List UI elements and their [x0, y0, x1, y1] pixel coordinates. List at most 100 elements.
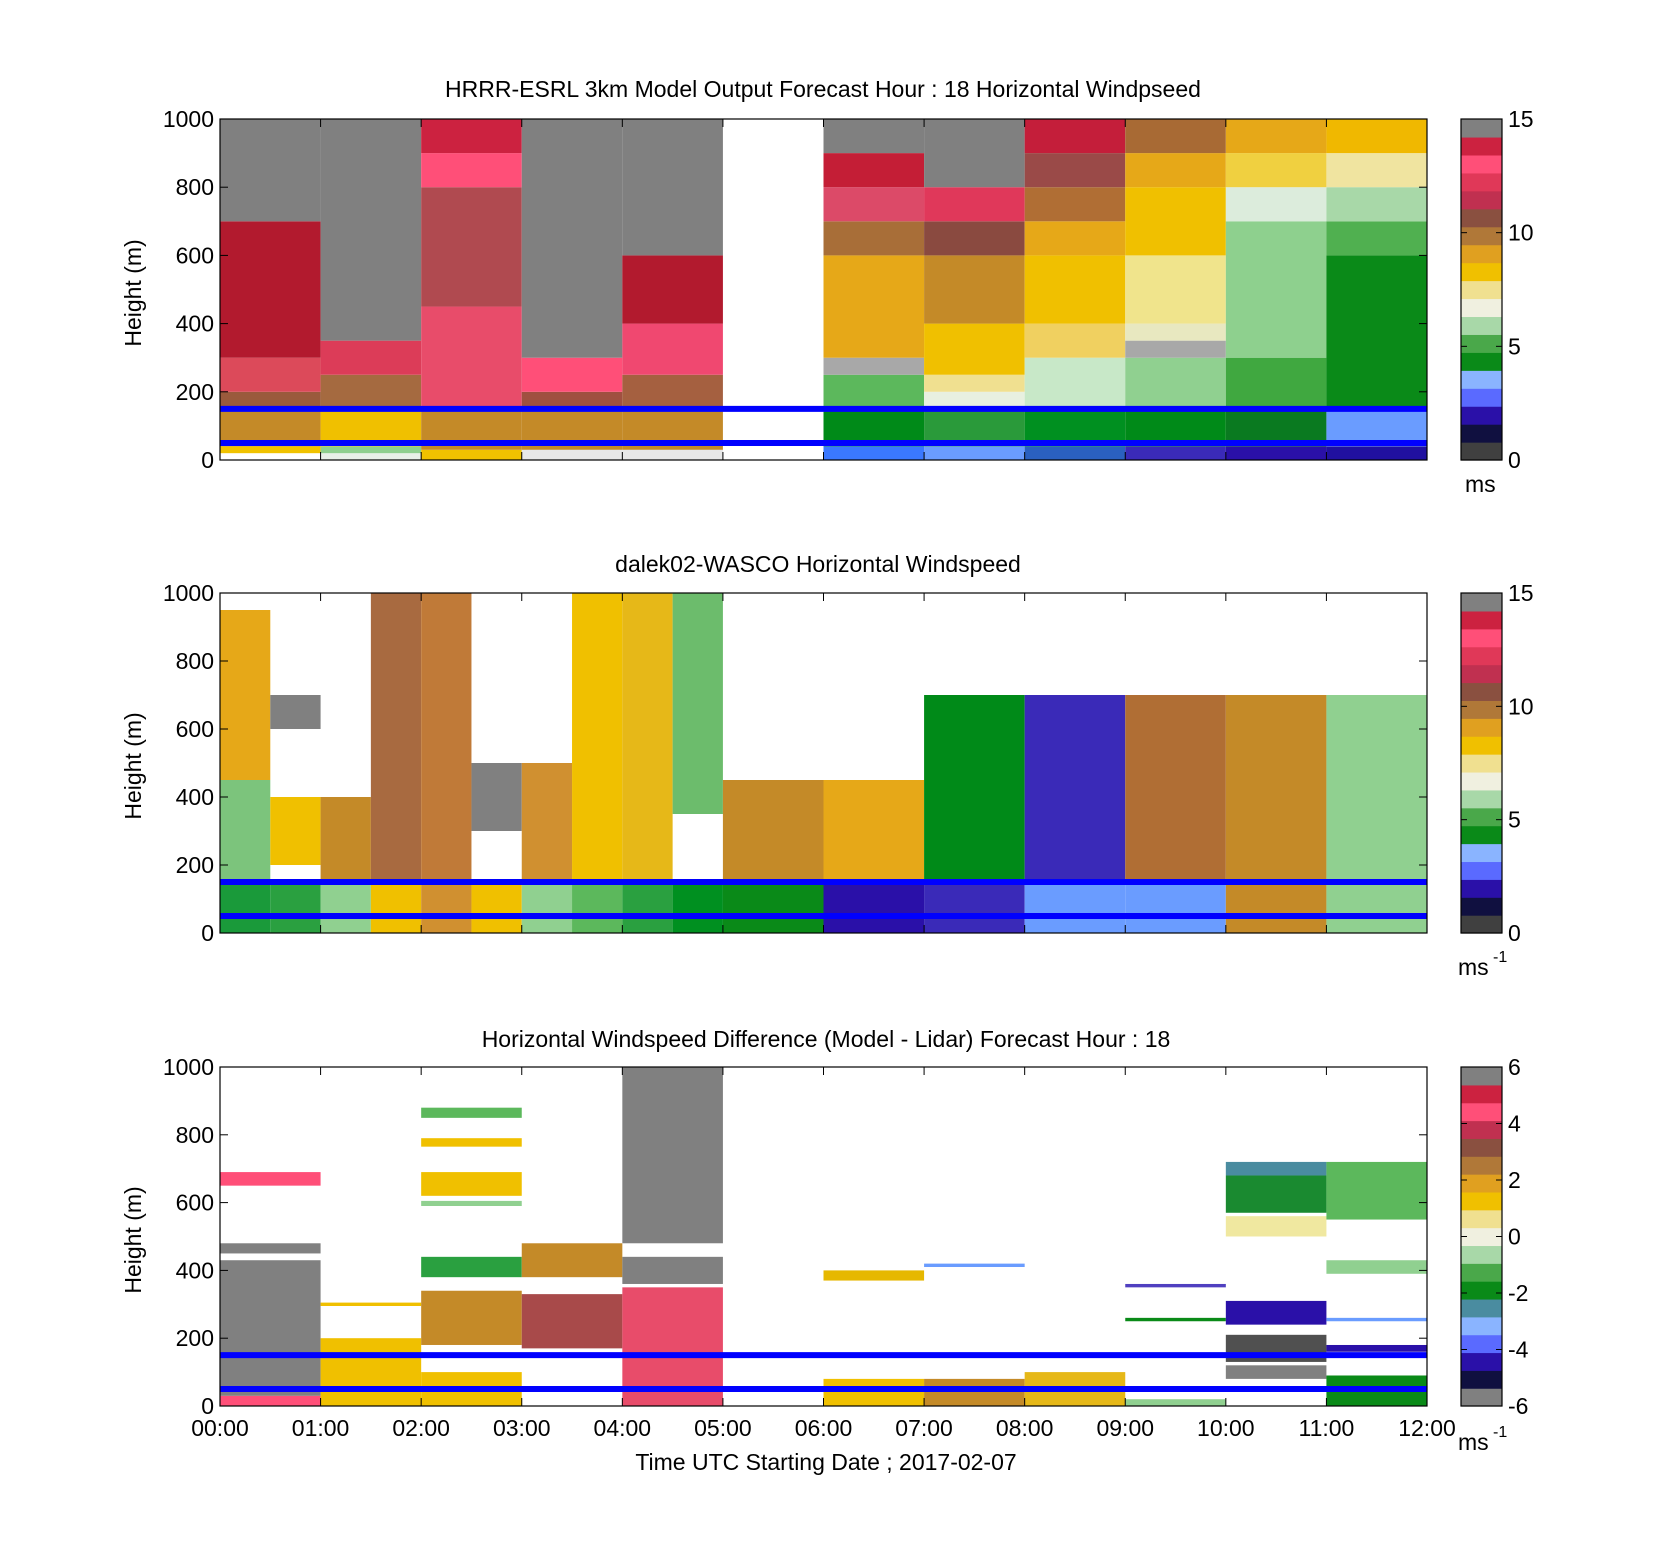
heatmap-cell — [1225, 221, 1327, 358]
heatmap-cell — [421, 1290, 522, 1345]
colorbar-tick-label: 4 — [1508, 1111, 1521, 1137]
colorbar-segment — [1461, 718, 1502, 737]
colorbar-segment — [1461, 1084, 1502, 1104]
colorbar-segment — [1461, 298, 1502, 318]
heatmap-cell — [1024, 119, 1126, 154]
heatmap-cell — [421, 1172, 522, 1196]
colorbar-segment — [1461, 1352, 1502, 1371]
heatmap-cell — [320, 453, 422, 460]
colorbar-segment — [1461, 1281, 1502, 1300]
heatmap-cell — [823, 357, 925, 375]
colorbar-segment — [1461, 915, 1502, 934]
heatmap-cell — [924, 446, 1025, 460]
colorbar-segment — [1461, 825, 1502, 845]
heatmap-cell — [270, 797, 321, 865]
colorbar-tick-label: 2 — [1508, 1167, 1521, 1193]
colorbar-tick-label: 0 — [1508, 1224, 1521, 1250]
heatmap-cell — [220, 1260, 321, 1396]
heatmap-cell — [421, 1107, 522, 1118]
heatmap-cell — [1225, 882, 1327, 933]
heatmap-cell — [1225, 357, 1327, 409]
colorbar-tick-label: -6 — [1508, 1393, 1528, 1419]
heatmap-cell — [421, 119, 522, 154]
x-tick-label: 12:00 — [1398, 1415, 1456, 1441]
y-tick-label: 400 — [176, 784, 214, 810]
heatmap-cell — [924, 119, 1025, 188]
x-tick-label: 02:00 — [392, 1415, 450, 1441]
colorbar-tick-label: 6 — [1508, 1054, 1521, 1080]
heatmap-cell — [1326, 446, 1427, 460]
colorbar-segment — [1461, 154, 1502, 174]
colorbar-segment — [1461, 1102, 1502, 1122]
colorbar-segment — [1461, 190, 1502, 210]
colorbar-segment — [1461, 843, 1502, 863]
heatmap-cell — [1125, 153, 1226, 188]
colorbar-segment — [1461, 1120, 1502, 1139]
heatmap-cell — [521, 763, 573, 882]
heatmap-cell — [1225, 1365, 1327, 1379]
colorbar-segment — [1461, 262, 1502, 282]
heatmap-cell — [220, 1243, 321, 1254]
heatmap-cell — [220, 1395, 321, 1406]
colorbar: 0 5 10 15 — [1460, 580, 1534, 946]
colorbar-segment — [1461, 208, 1502, 228]
y-tick-label: 0 — [201, 920, 214, 946]
heatmap-cell — [572, 593, 623, 882]
heatmap-cell — [1326, 255, 1427, 409]
colorbar-segment — [1461, 119, 1502, 138]
heatmap-cell — [220, 357, 321, 392]
x-tick-label: 11:00 — [1298, 1415, 1354, 1441]
heatmap-cell — [320, 1302, 422, 1306]
heatmap-cell — [722, 882, 824, 933]
colorbar-segment — [1461, 1298, 1502, 1318]
heatmap-cell — [823, 1378, 925, 1406]
colorbar-segment — [1461, 861, 1502, 880]
x-tick-label: 05:00 — [694, 1415, 752, 1441]
heatmap-cell — [924, 255, 1025, 324]
heatmap-cell — [1125, 695, 1226, 882]
reference-lines — [220, 879, 1427, 919]
x-ticks: 00:00 01:00 02:00 03:00 04:00 05:00 06:00 07:00… — [191, 1067, 1456, 1441]
heatmap-cell — [521, 391, 623, 409]
y-tick-label: 200 — [176, 1325, 214, 1351]
y-tick-label: 800 — [176, 1122, 214, 1148]
heatmap-cell — [1225, 187, 1327, 222]
heatmap-cell — [421, 187, 522, 307]
y-tick-label: 1000 — [163, 1054, 214, 1080]
heatmap-cell — [421, 1200, 522, 1206]
heatmap-cell — [421, 449, 522, 460]
x-tick-label: 10:00 — [1197, 1415, 1255, 1441]
heatmap-cell — [1225, 1300, 1327, 1325]
colorbar-segment — [1461, 244, 1502, 264]
heatmap-cell — [1326, 119, 1427, 154]
heatmap-cell — [622, 882, 673, 933]
heatmap-cell — [672, 882, 723, 933]
x-tick-label: 01:00 — [292, 1415, 350, 1441]
colorbar-segment — [1461, 897, 1502, 916]
heatmap-cell — [1125, 446, 1226, 460]
heatmap-cell — [1225, 119, 1327, 154]
y-ticks: 0 200 400 600 800 1000 — [163, 106, 1427, 473]
y-axis-label: Height (m) — [120, 239, 146, 346]
heatmap-cell — [521, 449, 623, 460]
heatmap-cell — [823, 119, 925, 154]
heatmap-cell — [1125, 357, 1226, 409]
colorbar-segment — [1461, 682, 1502, 701]
heatmap-cell — [1326, 1260, 1427, 1274]
colorbar-segment — [1461, 280, 1502, 300]
heatmap-cell — [1326, 187, 1427, 222]
heatmap-cell — [823, 153, 925, 188]
colorbar-segment — [1461, 879, 1502, 898]
x-ticks — [219, 119, 1428, 460]
chart-title: HRRR-ESRL 3km Model Output Forecast Hour… — [445, 76, 1201, 102]
heatmap-cell — [1326, 153, 1427, 188]
colorbar-segment — [1461, 1334, 1502, 1354]
heatmap-cell — [672, 593, 723, 814]
colorbar-tick-label: 0 — [1508, 920, 1521, 946]
y-tick-label: 600 — [176, 242, 214, 268]
panel-difference: Horizontal Windspeed Difference (Model -… — [120, 1026, 1529, 1475]
colorbar-tick-label: -4 — [1508, 1337, 1529, 1363]
heatmap-cell — [823, 1270, 925, 1281]
heatmap-cell — [1326, 1344, 1427, 1352]
